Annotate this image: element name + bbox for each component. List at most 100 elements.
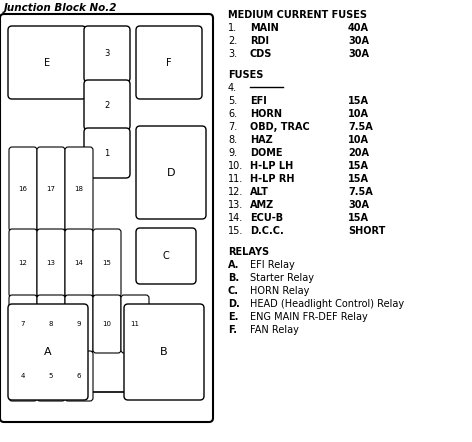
Text: 13: 13 <box>47 260 56 266</box>
Text: E.: E. <box>228 312 238 322</box>
FancyBboxPatch shape <box>121 295 149 353</box>
FancyBboxPatch shape <box>124 304 204 400</box>
Text: D.C.C.: D.C.C. <box>250 226 284 236</box>
Text: HAZ: HAZ <box>250 135 273 145</box>
FancyBboxPatch shape <box>65 295 93 353</box>
FancyBboxPatch shape <box>37 147 65 231</box>
Text: 7.5A: 7.5A <box>348 187 373 197</box>
Text: 15A: 15A <box>348 213 369 223</box>
Text: C: C <box>163 251 169 261</box>
Text: 15.: 15. <box>228 226 244 236</box>
Text: 17: 17 <box>47 186 56 192</box>
FancyBboxPatch shape <box>136 126 206 219</box>
Text: 12: 12 <box>18 260 27 266</box>
Text: FUSES: FUSES <box>228 70 263 80</box>
Text: RELAYS: RELAYS <box>228 247 269 257</box>
Text: 16: 16 <box>18 186 27 192</box>
FancyBboxPatch shape <box>0 14 213 422</box>
Text: 6.: 6. <box>228 109 237 119</box>
FancyBboxPatch shape <box>8 26 86 99</box>
Text: 2.: 2. <box>228 36 237 46</box>
Text: 9: 9 <box>77 321 81 327</box>
Text: RDI: RDI <box>250 36 269 46</box>
Text: F.: F. <box>228 325 237 335</box>
Text: 10.: 10. <box>228 161 243 171</box>
Text: 14.: 14. <box>228 213 243 223</box>
Text: C.: C. <box>228 286 239 296</box>
Text: 9.: 9. <box>228 148 237 158</box>
Text: 3.: 3. <box>228 49 237 59</box>
Text: EFI Relay: EFI Relay <box>250 260 295 270</box>
FancyBboxPatch shape <box>93 295 121 353</box>
Text: ALT: ALT <box>250 187 269 197</box>
Text: Junction Block No.2: Junction Block No.2 <box>4 3 118 13</box>
FancyBboxPatch shape <box>9 295 37 353</box>
FancyBboxPatch shape <box>37 295 65 353</box>
Text: H-LP LH: H-LP LH <box>250 161 293 171</box>
Text: 15A: 15A <box>348 161 369 171</box>
Text: 12.: 12. <box>228 187 244 197</box>
Text: CDS: CDS <box>250 49 272 59</box>
FancyBboxPatch shape <box>136 228 196 284</box>
Text: HEAD (Headlight Control) Relay: HEAD (Headlight Control) Relay <box>250 299 404 309</box>
Text: 11.: 11. <box>228 174 243 184</box>
FancyBboxPatch shape <box>37 229 65 297</box>
FancyBboxPatch shape <box>65 147 93 231</box>
Text: D: D <box>167 168 175 178</box>
Text: 30A: 30A <box>348 49 369 59</box>
FancyBboxPatch shape <box>9 147 37 231</box>
Text: 7: 7 <box>21 321 25 327</box>
Text: ENG MAIN FR-DEF Relay: ENG MAIN FR-DEF Relay <box>250 312 368 322</box>
Text: 3: 3 <box>104 50 110 58</box>
Text: A.: A. <box>228 260 239 270</box>
Text: AMZ: AMZ <box>250 200 274 210</box>
Text: 10A: 10A <box>348 135 369 145</box>
Text: H-LP RH: H-LP RH <box>250 174 295 184</box>
FancyBboxPatch shape <box>9 229 37 297</box>
Text: 8.: 8. <box>228 135 237 145</box>
Text: 18: 18 <box>75 186 84 192</box>
Text: 10A: 10A <box>348 109 369 119</box>
Text: 6: 6 <box>77 373 81 379</box>
Text: MEDIUM CURRENT FUSES: MEDIUM CURRENT FUSES <box>228 10 367 20</box>
Text: 4.: 4. <box>228 83 237 93</box>
Text: 15: 15 <box>102 260 111 266</box>
Text: SHORT: SHORT <box>348 226 385 236</box>
Text: FAN Relay: FAN Relay <box>250 325 299 335</box>
FancyBboxPatch shape <box>8 304 88 400</box>
Text: 40A: 40A <box>348 23 369 33</box>
Text: HORN Relay: HORN Relay <box>250 286 309 296</box>
Text: 1: 1 <box>104 149 110 157</box>
FancyBboxPatch shape <box>136 26 202 99</box>
FancyBboxPatch shape <box>93 229 121 297</box>
FancyBboxPatch shape <box>84 80 130 130</box>
Text: F: F <box>166 57 172 68</box>
Text: 10: 10 <box>102 321 111 327</box>
Text: E: E <box>44 57 50 68</box>
FancyBboxPatch shape <box>65 351 93 401</box>
Text: 7.5A: 7.5A <box>348 122 373 132</box>
Text: HORN: HORN <box>250 109 282 119</box>
Text: 1.: 1. <box>228 23 237 33</box>
Text: 7.: 7. <box>228 122 237 132</box>
Text: 15A: 15A <box>348 174 369 184</box>
Text: B: B <box>160 347 168 357</box>
FancyBboxPatch shape <box>37 351 65 401</box>
Text: ECU-B: ECU-B <box>250 213 283 223</box>
Text: 20A: 20A <box>348 148 369 158</box>
Text: 13.: 13. <box>228 200 243 210</box>
Text: 11: 11 <box>130 321 140 327</box>
Text: EFI: EFI <box>250 96 267 106</box>
FancyBboxPatch shape <box>65 229 93 297</box>
FancyBboxPatch shape <box>84 128 130 178</box>
Text: 2: 2 <box>104 100 110 110</box>
Text: 15A: 15A <box>348 96 369 106</box>
Text: 4: 4 <box>21 373 25 379</box>
Text: D.: D. <box>228 299 240 309</box>
Text: 5.: 5. <box>228 96 237 106</box>
Text: 14: 14 <box>75 260 84 266</box>
FancyBboxPatch shape <box>84 26 130 82</box>
Text: B.: B. <box>228 273 239 283</box>
Text: Starter Relay: Starter Relay <box>250 273 314 283</box>
Text: A: A <box>44 347 52 357</box>
